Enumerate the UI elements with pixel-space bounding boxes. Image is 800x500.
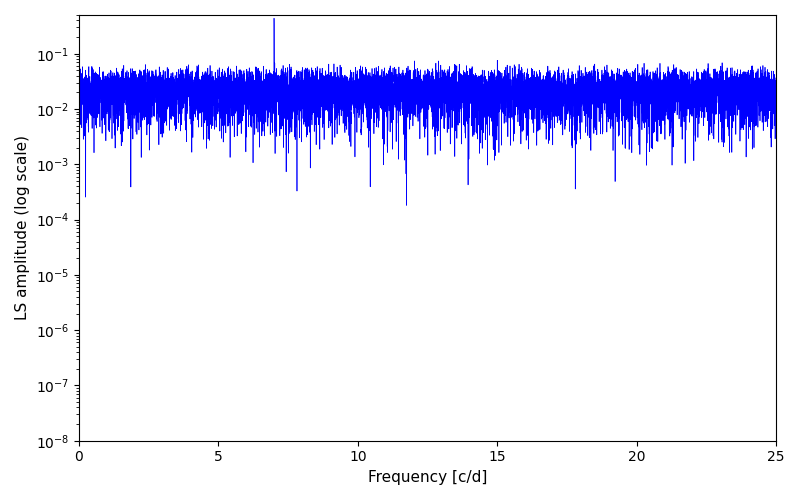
Y-axis label: LS amplitude (log scale): LS amplitude (log scale) (15, 136, 30, 320)
X-axis label: Frequency [c/d]: Frequency [c/d] (368, 470, 487, 485)
